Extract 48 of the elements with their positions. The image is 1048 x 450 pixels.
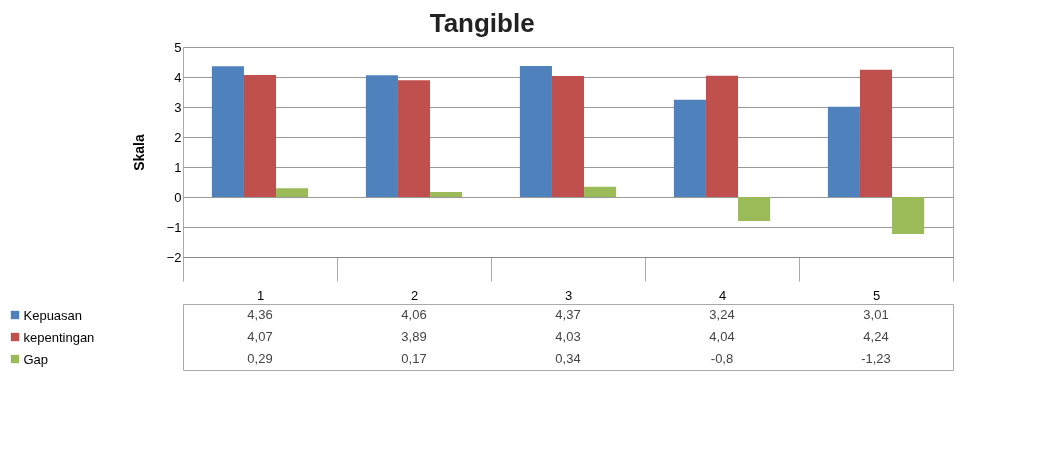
y-axis-title: Skala bbox=[130, 134, 147, 171]
legend-label: Kepuasan bbox=[23, 307, 83, 323]
data-label: 4,24 bbox=[863, 329, 889, 344]
data-label: 0,29 bbox=[247, 351, 273, 366]
data-label: 3,01 bbox=[863, 307, 889, 322]
y-tick-label: −1 bbox=[166, 219, 182, 235]
data-label: 4,03 bbox=[555, 329, 581, 344]
bar bbox=[827, 106, 860, 197]
bar bbox=[243, 74, 277, 197]
chart-title: Tangible bbox=[429, 7, 535, 38]
bar bbox=[673, 99, 706, 197]
data-label: 4,36 bbox=[247, 307, 273, 322]
bar bbox=[365, 75, 398, 197]
bar bbox=[892, 197, 925, 234]
bar bbox=[519, 65, 552, 197]
y-tick-label: 1 bbox=[174, 159, 182, 175]
y-tick-label: 0 bbox=[174, 189, 182, 205]
bar bbox=[859, 69, 893, 197]
y-tick-label: 5 bbox=[174, 39, 182, 55]
y-tick-label: 3 bbox=[174, 99, 182, 115]
bar bbox=[705, 75, 739, 197]
x-tick-label: 3 bbox=[564, 287, 573, 303]
bar bbox=[430, 191, 463, 197]
y-tick-label: 4 bbox=[174, 69, 182, 85]
x-tick-label: 5 bbox=[872, 287, 881, 303]
bar bbox=[584, 186, 617, 197]
data-label: 4,07 bbox=[247, 329, 273, 344]
data-label: -1,23 bbox=[861, 351, 891, 366]
bar bbox=[276, 188, 309, 197]
bar bbox=[551, 76, 585, 197]
data-label: 4,04 bbox=[709, 329, 735, 344]
x-tick-label: 1 bbox=[256, 287, 265, 303]
data-label: 3,89 bbox=[401, 329, 427, 344]
legend-label: kepentingan bbox=[23, 329, 95, 345]
bar bbox=[211, 66, 244, 197]
y-tick-label: −2 bbox=[166, 249, 182, 265]
data-label: 0,34 bbox=[555, 351, 581, 366]
data-label: -0,8 bbox=[710, 351, 734, 366]
data-label: 4,37 bbox=[555, 307, 581, 322]
y-tick-label: 2 bbox=[174, 129, 182, 145]
legend-label: Gap bbox=[23, 351, 49, 367]
x-tick-label: 4 bbox=[718, 287, 727, 303]
bar bbox=[397, 80, 431, 197]
data-label: 4,06 bbox=[401, 307, 427, 322]
data-label: 0,17 bbox=[401, 351, 427, 366]
x-tick-label: 2 bbox=[410, 287, 419, 303]
bar bbox=[738, 197, 771, 221]
data-label: 3,24 bbox=[709, 307, 735, 322]
